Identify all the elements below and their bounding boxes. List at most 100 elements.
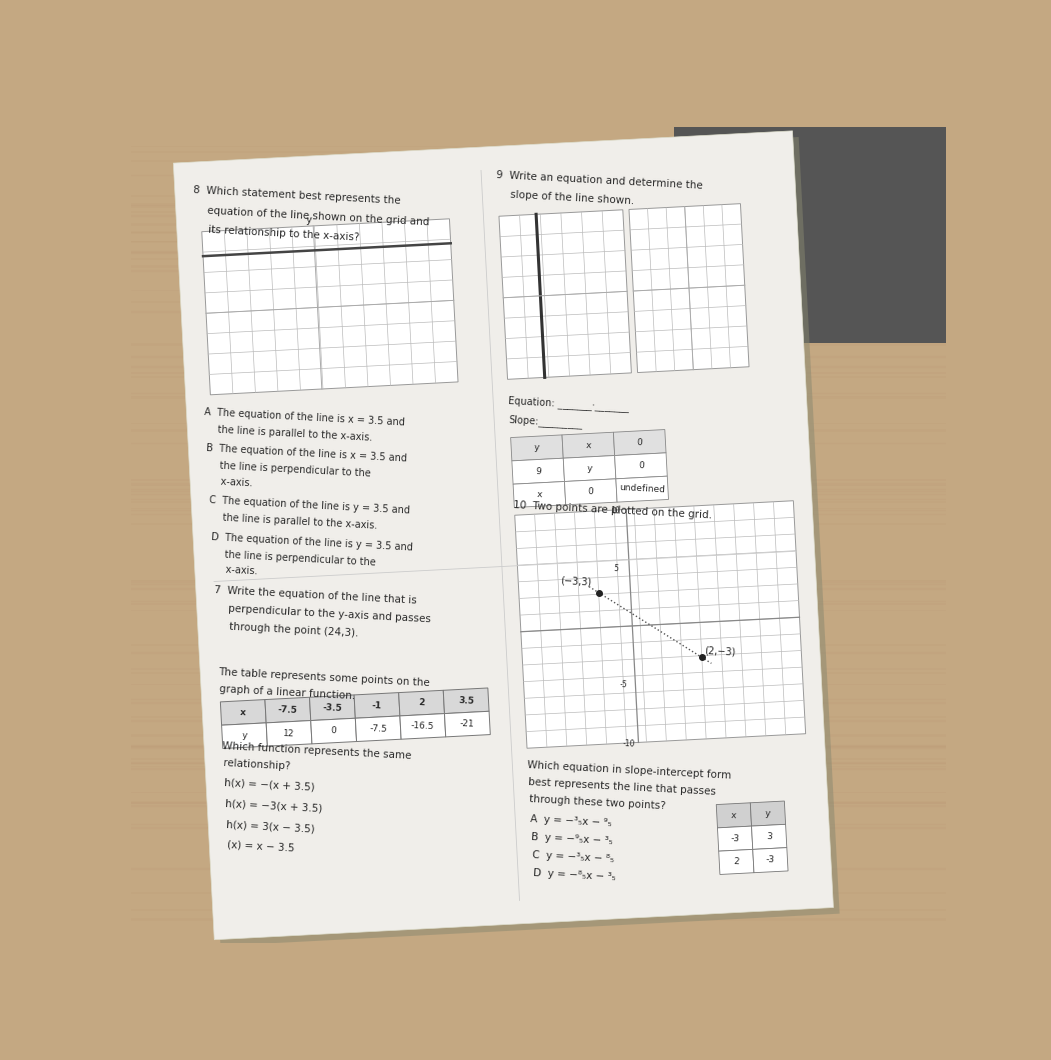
Text: D  y = −⁸₅x − ³₅: D y = −⁸₅x − ³₅ [533, 868, 616, 882]
Text: 2: 2 [734, 858, 740, 867]
Polygon shape [266, 721, 312, 746]
Polygon shape [564, 479, 617, 505]
Text: A  The equation of the line is x = 3.5 and: A The equation of the line is x = 3.5 an… [204, 407, 406, 427]
Polygon shape [444, 688, 489, 713]
Text: 0: 0 [588, 488, 594, 496]
Polygon shape [751, 825, 787, 849]
Text: through the point (24,3).: through the point (24,3). [215, 621, 358, 638]
Text: the line is perpendicular to the: the line is perpendicular to the [211, 549, 376, 567]
Text: slope of the line shown.: slope of the line shown. [497, 189, 635, 207]
Text: h(x) = −(x + 3.5): h(x) = −(x + 3.5) [224, 778, 315, 793]
Text: y: y [306, 214, 312, 225]
Text: through these two points?: through these two points? [529, 794, 666, 811]
Text: 8  Which statement best represents the: 8 Which statement best represents the [192, 186, 400, 207]
Polygon shape [398, 690, 445, 716]
Polygon shape [716, 802, 751, 828]
Text: (x) = x − 3.5: (x) = x − 3.5 [227, 840, 295, 853]
Text: the line is parallel to the x-axis.: the line is parallel to the x-axis. [210, 512, 377, 531]
Text: Slope:_________: Slope:_________ [509, 414, 583, 429]
Text: C  y = −³₅x − ⁸₅: C y = −³₅x − ⁸₅ [532, 850, 614, 864]
Polygon shape [445, 711, 491, 737]
Text: y: y [242, 731, 247, 740]
Polygon shape [202, 218, 458, 394]
Text: -3: -3 [730, 834, 740, 844]
Text: -5: -5 [619, 681, 627, 690]
Text: graph of a linear function.: graph of a linear function. [219, 684, 355, 701]
Polygon shape [562, 432, 615, 458]
Polygon shape [265, 697, 311, 723]
Text: 3.5: 3.5 [458, 695, 474, 706]
Text: Which equation in slope-intercept form: Which equation in slope-intercept form [528, 760, 731, 780]
Text: A  y = −³₅x − ⁹₅: A y = −³₅x − ⁹₅ [530, 814, 612, 829]
Text: B  y = −⁹₅x − ³₅: B y = −⁹₅x − ³₅ [531, 832, 613, 846]
Polygon shape [515, 500, 806, 748]
Polygon shape [499, 210, 632, 379]
Text: 3: 3 [766, 832, 772, 842]
Text: (2,−3): (2,−3) [704, 646, 736, 657]
Text: y: y [765, 809, 770, 818]
Text: (−3,3): (−3,3) [560, 576, 592, 587]
Text: 9: 9 [535, 466, 541, 476]
Text: relationship?: relationship? [223, 758, 290, 772]
Polygon shape [674, 127, 946, 342]
Text: x-axis.: x-axis. [212, 564, 257, 577]
Text: 10: 10 [610, 506, 620, 515]
Text: 10  Two points are plotted on the grid.: 10 Two points are plotted on the grid. [513, 499, 713, 520]
Polygon shape [750, 801, 785, 826]
Text: The table represents some points on the: The table represents some points on the [218, 667, 430, 688]
Text: the line is parallel to the x-axis.: the line is parallel to the x-axis. [205, 424, 373, 443]
Polygon shape [173, 130, 833, 940]
Text: Which function represents the same: Which function represents the same [222, 741, 412, 761]
Text: 12: 12 [283, 728, 295, 738]
Text: best represents the line that passes: best represents the line that passes [528, 777, 716, 797]
Polygon shape [354, 692, 400, 719]
Text: C  The equation of the line is y = 3.5 and: C The equation of the line is y = 3.5 an… [209, 495, 410, 516]
Text: y: y [586, 464, 593, 473]
Text: 9  Write an equation and determine the: 9 Write an equation and determine the [496, 170, 703, 191]
Text: Equation: _______·_______: Equation: _______·_______ [508, 395, 630, 412]
Text: x: x [731, 811, 737, 820]
Text: D  The equation of the line is y = 3.5 and: D The equation of the line is y = 3.5 an… [211, 532, 413, 552]
Polygon shape [222, 723, 267, 748]
Polygon shape [400, 713, 446, 739]
Text: h(x) = −3(x + 3.5): h(x) = −3(x + 3.5) [225, 799, 323, 814]
Polygon shape [310, 695, 355, 721]
Text: h(x) = 3(x − 3.5): h(x) = 3(x − 3.5) [226, 820, 315, 834]
Text: y: y [534, 443, 540, 453]
Polygon shape [753, 848, 788, 872]
Text: the line is perpendicular to the: the line is perpendicular to the [207, 460, 371, 479]
Polygon shape [512, 458, 564, 484]
Text: B  The equation of the line is x = 3.5 and: B The equation of the line is x = 3.5 an… [206, 443, 408, 464]
Text: x: x [241, 708, 246, 717]
Polygon shape [614, 429, 666, 456]
Polygon shape [718, 826, 753, 851]
Text: -3: -3 [766, 855, 776, 865]
Polygon shape [311, 719, 356, 744]
Text: 2: 2 [418, 699, 425, 708]
Text: undefined: undefined [619, 483, 665, 495]
Polygon shape [513, 481, 565, 508]
Text: perpendicular to the y-axis and passes: perpendicular to the y-axis and passes [214, 603, 431, 624]
Text: x: x [536, 490, 542, 499]
Text: equation of the line shown on the grid and: equation of the line shown on the grid a… [193, 205, 429, 227]
Text: -21: -21 [460, 719, 475, 729]
Text: -1: -1 [372, 701, 383, 710]
Text: 7  Write the equation of the line that is: 7 Write the equation of the line that is [213, 585, 416, 606]
Text: x-axis.: x-axis. [208, 476, 252, 489]
Text: its relationship to the x-axis?: its relationship to the x-axis? [194, 225, 359, 243]
Polygon shape [511, 435, 563, 461]
Text: -7.5: -7.5 [277, 705, 297, 716]
Text: -3.5: -3.5 [323, 703, 343, 712]
Text: 0: 0 [331, 726, 336, 736]
Polygon shape [355, 716, 401, 742]
Polygon shape [616, 476, 668, 502]
Text: 5: 5 [613, 564, 618, 573]
Text: -7.5: -7.5 [369, 724, 387, 734]
Text: -10: -10 [622, 739, 635, 748]
Text: 0: 0 [638, 461, 644, 471]
Polygon shape [563, 456, 616, 481]
Polygon shape [221, 700, 266, 725]
Polygon shape [615, 453, 667, 479]
Text: x: x [585, 441, 592, 449]
Polygon shape [719, 849, 754, 874]
